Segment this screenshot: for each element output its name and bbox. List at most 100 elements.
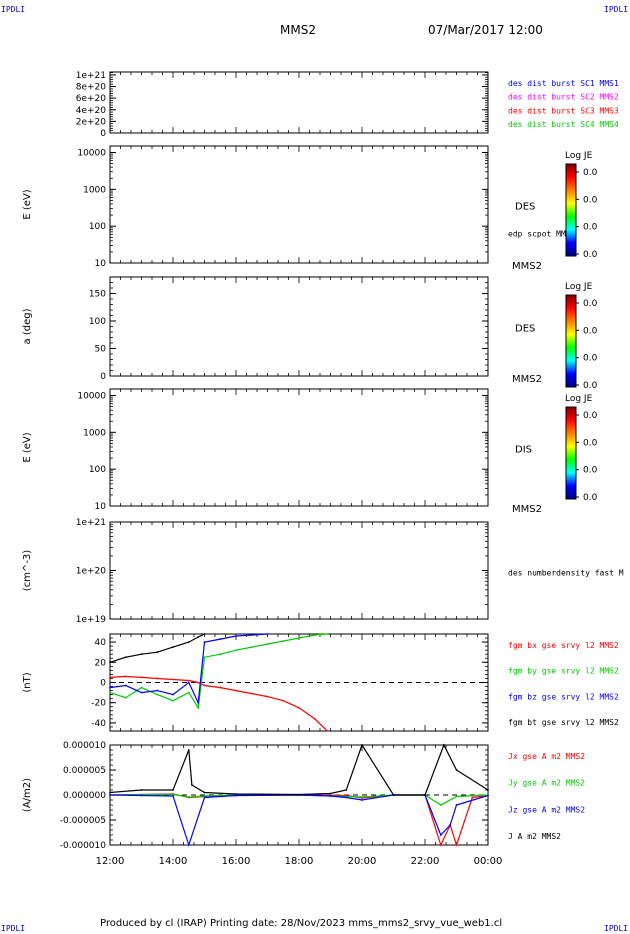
series-point (203, 633, 206, 635)
y-tick-label: 10000 (77, 391, 106, 401)
y-tick-label: 8e+20 (76, 83, 107, 93)
spacecraft-label: MMS2 (512, 374, 542, 385)
series-point (109, 791, 111, 794)
y-tick-label: 1000 (83, 428, 106, 438)
panel-frame-p4 (109, 388, 489, 507)
series-point (197, 701, 200, 704)
series-point (313, 717, 316, 720)
colorbar-tick-label: 0.0 (583, 438, 598, 448)
series-point (298, 706, 300, 709)
series-point (361, 796, 363, 798)
series-point (449, 824, 452, 826)
colorbar-title: Log JE (565, 151, 593, 161)
legend-entry: Jz gse A m2 MMS2 (508, 805, 585, 814)
y-tick-label: 0.000005 (63, 766, 106, 776)
y-tick-label: 1e+19 (76, 615, 107, 625)
series-point (172, 793, 174, 796)
y-tick-label: -0.000010 (60, 841, 106, 851)
series-point (124, 675, 127, 678)
legend-entry: fgm bt gse srvy l2 MMS2 (508, 718, 619, 727)
y-tick-label: 20 (95, 658, 107, 668)
series-point (235, 794, 237, 797)
series-point (298, 793, 300, 796)
series-point (298, 637, 300, 639)
series-point (326, 730, 329, 732)
series-point (361, 799, 363, 801)
series-point (203, 796, 206, 799)
series-point (172, 693, 174, 696)
series-point (203, 791, 206, 794)
y-tick-label: 10000 (77, 148, 106, 158)
series-point (219, 638, 222, 640)
series-point (140, 653, 143, 656)
series-point (282, 640, 285, 642)
series-point (443, 744, 445, 746)
colorbar-title: Log JE (565, 282, 593, 292)
y-tick-label: 0 (100, 372, 106, 382)
legend-entry: fgm bx gse srvy l2 MMS2 (508, 641, 619, 650)
series-line-5-3 (109, 633, 205, 663)
panel-frame-p3 (109, 276, 489, 377)
y-axis-label: (A/m2) (22, 778, 33, 812)
series-point (487, 789, 489, 791)
series-point (187, 641, 190, 643)
series-point (191, 784, 193, 786)
series-point (172, 699, 174, 702)
y-tick-label: 1e+21 (76, 518, 106, 528)
series-point (109, 691, 111, 694)
y-axis-label: (cm^-3) (22, 550, 33, 591)
page-date: 07/Mar/2017 12:00 (428, 23, 543, 37)
colorbar (565, 406, 577, 500)
series-point (361, 744, 363, 746)
series-point (140, 686, 143, 689)
right-label: DES (515, 202, 535, 213)
series-point (197, 636, 200, 638)
series-point (235, 689, 237, 692)
series-point (109, 686, 111, 689)
series-point (156, 689, 159, 692)
series-point (282, 699, 285, 702)
legend-entry: Jy gse A m2 MMS2 (508, 779, 585, 788)
x-tick-label: 20:00 (348, 856, 377, 867)
series-point (439, 804, 442, 806)
colorbar-tick-label: 0.0 (583, 223, 598, 233)
series-point (424, 794, 426, 796)
y-tick-label: 0 (100, 129, 106, 139)
series-point (471, 796, 474, 799)
series-point (266, 633, 269, 635)
legend-entry: Jx gse A m2 MMS2 (508, 752, 585, 761)
series-point (187, 796, 190, 798)
series-point (313, 634, 316, 636)
series-point (187, 691, 190, 694)
overlay-label: edp scpot MMS2 (508, 230, 576, 239)
series-point (345, 789, 348, 791)
series-point (124, 656, 127, 659)
legend-entry: fgm bz gse srvy l2 MMS2 (508, 692, 619, 701)
series-point (109, 794, 111, 796)
legend-entry: fgm by gse srvy l2 MMS2 (508, 667, 619, 676)
series-point (345, 796, 348, 799)
colorbar-tick-label: 0.0 (583, 326, 598, 336)
series-line-5-1 (109, 633, 328, 710)
y-tick-label: 150 (89, 290, 106, 300)
series-point (187, 844, 190, 846)
series-point (203, 684, 206, 687)
x-tick-label: 14:00 (159, 856, 188, 867)
series-point (455, 769, 458, 771)
y-tick-label: 100 (89, 222, 106, 232)
right-label: DES (515, 324, 535, 335)
y-tick-label: 2e+20 (76, 117, 107, 127)
series-point (439, 844, 442, 846)
y-tick-label: -20 (91, 699, 106, 709)
y-tick-label: -0.000005 (60, 816, 106, 826)
colorbar-tick-label: 0.0 (583, 466, 598, 476)
y-tick-label: 10 (95, 259, 107, 269)
footer-text: Produced by cl (IRAP) Printing date: 28/… (100, 918, 503, 929)
series-point (187, 681, 190, 684)
series-point (235, 635, 237, 637)
series-point (455, 844, 458, 846)
colorbar (565, 163, 577, 257)
y-tick-label: 1e+20 (76, 567, 107, 577)
series-line-6-3 (109, 743, 489, 796)
y-tick-label: 6e+20 (76, 94, 107, 104)
